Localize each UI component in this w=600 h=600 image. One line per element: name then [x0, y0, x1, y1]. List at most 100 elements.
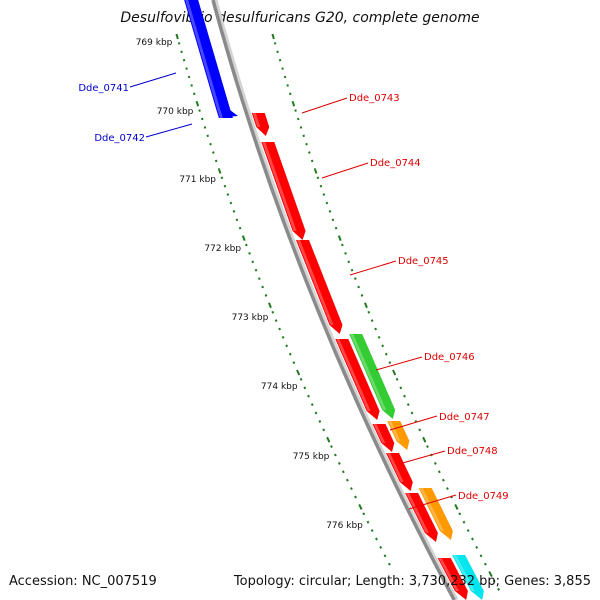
gene-cyan-bottom[interactable] [452, 555, 484, 600]
gene-label-dde_0741[interactable]: Dde_0741 [78, 72, 177, 94]
gc-tick-outer [363, 302, 368, 309]
gene-label-dde_0747[interactable]: Dde_0747 [389, 412, 490, 431]
leader-line [398, 450, 446, 465]
backbone [211, 0, 459, 600]
gc-tick-outer [454, 503, 459, 510]
gene-dde_0745[interactable] [296, 240, 343, 334]
gc-tick-inner [232, 210, 236, 213]
scale-labels: 769 kbp 770 kbp 771 kbp 772 kbp 773 kbp 774 k… [136, 38, 363, 531]
scale-label: 776 kbp [326, 521, 363, 531]
scale-label: 773 kbp [232, 313, 269, 323]
gene-label-dde_0749[interactable]: Dde_0749 [408, 491, 509, 510]
gc-tick-outer [291, 100, 296, 107]
gc-tick-outer [381, 344, 385, 348]
scale-label: 769 kbp [136, 38, 173, 48]
gc-tick-outer [305, 142, 308, 146]
gc-tick-inner [190, 84, 193, 87]
backbone-shadow [212, 0, 459, 600]
gc-tick-inner [341, 470, 345, 474]
gene-id: Dde_0748 [447, 446, 498, 457]
gc-tick-outer [422, 436, 427, 443]
gc-tick-inner [330, 445, 333, 449]
gc-tick-outer [462, 520, 466, 524]
gc-tick-inner [267, 302, 272, 309]
gc-tick-outer [334, 226, 338, 230]
gene-label-dde_0748[interactable]: Dde_0748 [398, 446, 498, 465]
gc-tick-inner [334, 453, 337, 457]
gc-tick-inner [254, 268, 258, 272]
gc-tick-outer [328, 210, 332, 213]
gc-tick-outer [350, 268, 354, 272]
gc-tick-outer [341, 243, 344, 247]
leader-line [375, 356, 423, 371]
gc-tick-inner [226, 193, 230, 196]
gc-tick-outer [497, 587, 500, 591]
gene-red-partial-c[interactable] [405, 493, 438, 542]
gc-tick-outer [313, 168, 318, 174]
leader-line [349, 260, 397, 276]
gc-tick-outer [286, 84, 289, 87]
gene-red-partial-a[interactable] [335, 339, 380, 420]
gc-tick-outer [492, 579, 496, 583]
scale-label: 771 kbp [179, 175, 216, 185]
scale-label: 772 kbp [204, 244, 241, 254]
gc-tick-outer [319, 184, 323, 188]
gc-tick-outer [370, 319, 374, 322]
gc-tick-outer [426, 445, 429, 449]
gc-tick-inner [229, 201, 233, 205]
gene-id: Dde_0747 [439, 412, 490, 423]
gene-features [183, 0, 484, 600]
gene-dde_0747[interactable] [387, 421, 410, 450]
gc-tick-inner [358, 503, 363, 510]
gene-dde_0746[interactable] [349, 334, 396, 419]
gene-red-partial-b[interactable] [372, 424, 395, 452]
gc-tick-inner [366, 520, 370, 524]
gc-tick-outer [479, 554, 483, 558]
gc-tick-inner [288, 352, 292, 356]
gene-red-bottom[interactable] [437, 558, 468, 600]
gc-tick-outer [281, 67, 284, 70]
gc-tick-outer [433, 461, 437, 465]
gene-dde_0748[interactable] [386, 453, 413, 491]
gc-tick-inner [187, 75, 191, 79]
gc-tick-outer [399, 386, 403, 390]
gene-label-dde_0743[interactable]: Dde_0743 [301, 93, 400, 114]
gc-tick-outer [299, 126, 303, 129]
gc-tick-inner [206, 134, 210, 138]
gc-tick-inner [238, 226, 242, 230]
gene-dde_0749[interactable] [418, 488, 453, 540]
gc-tick-inner [274, 319, 278, 322]
gc-tick-outer [283, 75, 287, 79]
gc-tick-inner [251, 260, 255, 264]
gc-tick-outer [331, 218, 335, 222]
gene-label-dde_0745[interactable]: Dde_0745 [349, 256, 449, 276]
gene-id: Dde_0743 [349, 93, 400, 104]
gc-tick-outer [475, 545, 479, 549]
gc-tick-inner [177, 42, 181, 45]
gc-tick-inner [214, 159, 218, 163]
gc-tick-inner [271, 310, 275, 314]
gc-tick-inner [307, 394, 310, 398]
gc-tick-outer [406, 403, 410, 407]
gc-tick-outer [367, 310, 371, 314]
gene-dde_0743[interactable] [251, 113, 270, 136]
gene-dde_0741[interactable] [183, 0, 231, 110]
gc-tick-outer [466, 529, 470, 533]
gene-label-dde_0744[interactable]: Dde_0744 [321, 158, 421, 179]
gene-dde_0744[interactable] [261, 142, 306, 240]
gene-label-dde_0746[interactable]: Dde_0746 [375, 352, 475, 371]
gc-tick-outer [278, 58, 282, 62]
gc-tick-inner [337, 461, 341, 465]
leader-line [145, 123, 193, 138]
leader-line [301, 97, 348, 114]
gc-tick-inner [379, 545, 383, 549]
gc-tick-outer [388, 361, 392, 364]
gc-tick-inner [278, 327, 281, 331]
gc-tick-inner [314, 411, 318, 415]
gc-tick-inner [362, 512, 366, 516]
gc-tick-inner [192, 92, 196, 96]
gc-tick-outer [276, 50, 279, 54]
gc-tick-outer [442, 478, 445, 482]
gene-label-dde_0742[interactable]: Dde_0742 [94, 123, 193, 144]
gc-tick-outer [353, 277, 357, 280]
